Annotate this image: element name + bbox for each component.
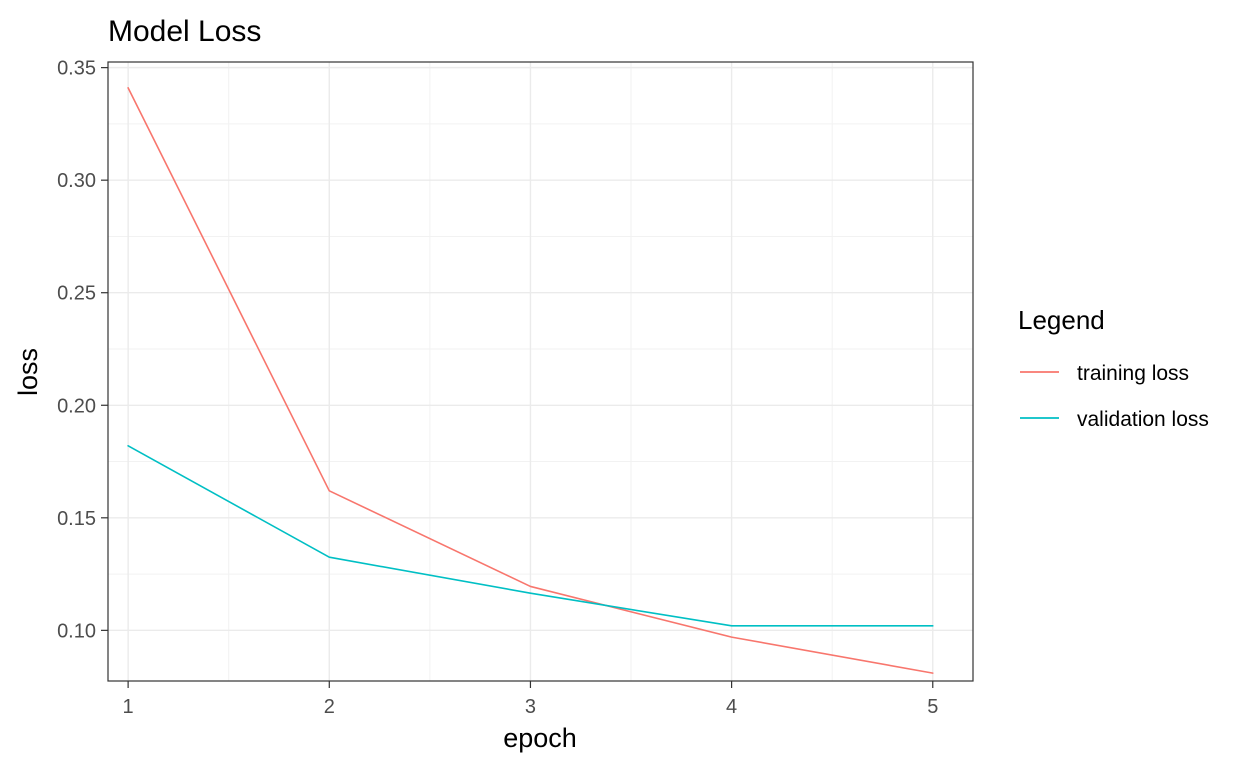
plot-area (107, 61, 974, 682)
legend-title: Legend (1018, 305, 1105, 335)
x-tick-label: 4 (726, 696, 737, 718)
major-x-grid (127, 62, 934, 681)
y-axis: 0.10 0.15 0.20 0.25 0.30 0.35 (57, 58, 108, 642)
minor-y-grid (108, 123, 973, 575)
legend: Legend training loss validation loss (1018, 305, 1209, 431)
legend-label: training loss (1077, 362, 1189, 385)
chart-title: Model Loss (108, 15, 261, 48)
legend-label: validation loss (1077, 408, 1209, 431)
y-tick-label: 0.10 (57, 620, 96, 642)
series-line-training-loss (127, 87, 934, 674)
y-tick-label: 0.25 (57, 283, 96, 305)
series-line-validation-loss (127, 444, 934, 627)
series-lines (127, 87, 934, 674)
legend-items: training loss validation loss (1020, 362, 1209, 431)
x-tick-label: 3 (525, 696, 536, 718)
y-tick-label: 0.20 (57, 395, 96, 417)
plot-panel-background (108, 62, 973, 681)
x-tick-label: 2 (324, 696, 335, 718)
y-tick-label: 0.15 (57, 508, 96, 530)
major-y-grid (108, 66, 973, 632)
y-tick-label: 0.30 (57, 170, 96, 192)
minor-x-grid (228, 62, 833, 681)
x-tick-label: 1 (123, 696, 134, 718)
y-tick-label: 0.35 (57, 58, 96, 80)
plot-panel-border (107, 61, 974, 682)
x-axis: 1 2 3 4 5 (123, 681, 938, 718)
x-tick-label: 5 (927, 696, 938, 718)
x-axis-label: epoch (503, 723, 577, 753)
y-axis-label: loss (13, 348, 43, 396)
